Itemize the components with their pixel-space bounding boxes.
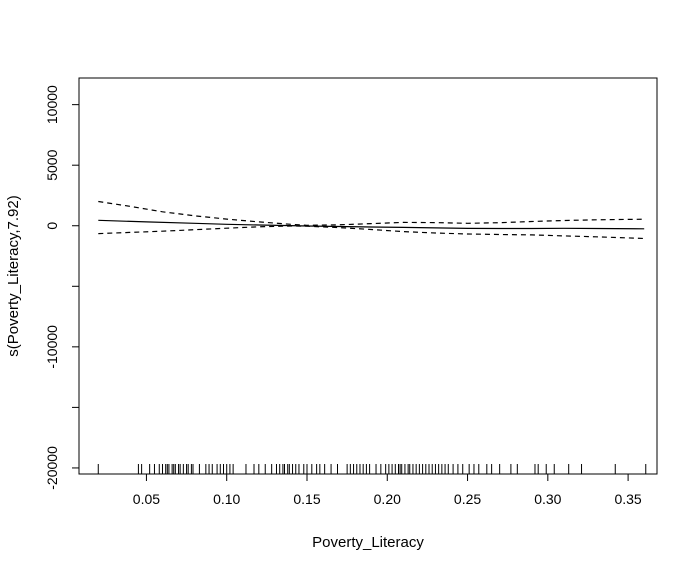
y-axis-label: s(Poverty_Literacy,7.92) xyxy=(5,195,22,356)
smooth-series xyxy=(98,200,645,240)
y-tick-label: -10000 xyxy=(44,325,60,369)
y-axis: -20000 -10000 0 5000 10000 xyxy=(44,85,80,490)
x-tick-label: 0.35 xyxy=(614,491,641,507)
x-tick-label: 0.25 xyxy=(454,491,481,507)
x-axis-label: Poverty_Literacy xyxy=(312,534,424,551)
y-tick-label: 0 xyxy=(44,222,60,230)
y-tick-label: 5000 xyxy=(44,149,60,180)
x-tick-label: 0.30 xyxy=(534,491,561,507)
x-tick-label: 0.05 xyxy=(133,491,160,507)
lower-line xyxy=(98,225,645,240)
rug-plot xyxy=(97,464,647,474)
x-tick-label: 0.10 xyxy=(213,491,240,507)
x-axis: 0.05 0.10 0.15 0.20 0.25 0.30 0.35 xyxy=(133,473,642,507)
upper-line xyxy=(98,200,645,226)
plot-frame xyxy=(78,77,658,475)
y-tick-label: 10000 xyxy=(44,85,60,124)
estimate-line xyxy=(98,219,645,230)
x-tick-label: 0.20 xyxy=(374,491,401,507)
x-tick-label: 0.15 xyxy=(293,491,320,507)
y-tick-label: -20000 xyxy=(44,446,60,490)
